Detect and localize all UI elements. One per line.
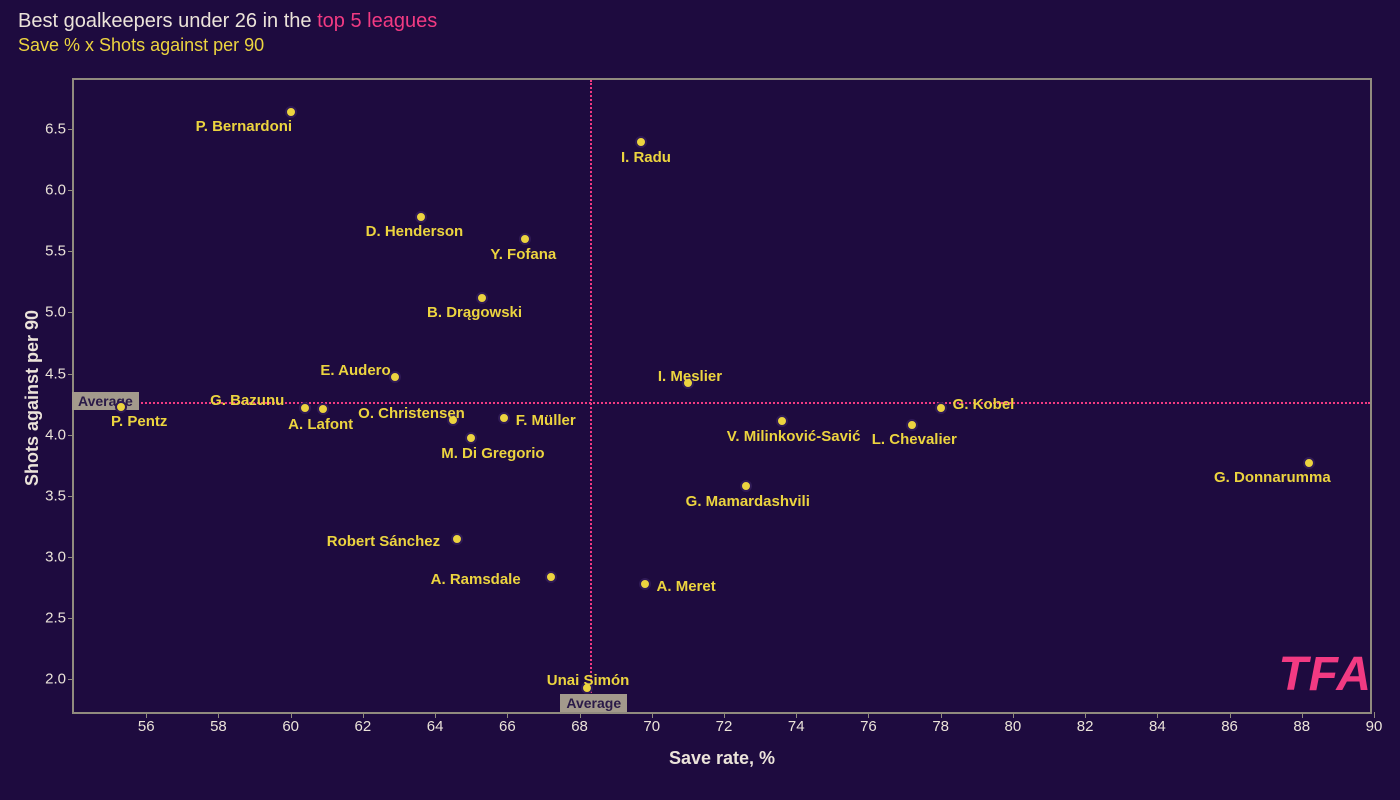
data-point [415,211,427,223]
x-tick-label: 90 [1366,718,1383,735]
x-tick-label: 78 [932,718,949,735]
data-point-label: O. Christensen [358,405,465,422]
x-tick-label: 62 [355,718,372,735]
data-point [776,415,788,427]
chart-title-line1: Best goalkeepers under 26 in the top 5 l… [18,10,437,33]
y-tick-mark [68,251,74,252]
data-point [465,432,477,444]
y-tick-mark [68,679,74,680]
x-tick-label: 70 [643,718,660,735]
y-tick-mark [68,435,74,436]
y-tick-label: 2.5 [45,610,66,627]
x-tick-label: 64 [427,718,444,735]
data-point-label: A. Meret [657,578,716,595]
data-point-label: F. Müller [516,412,576,429]
data-point-label: B. Drągowski [427,304,522,321]
data-point [935,402,947,414]
data-point [115,401,127,413]
y-tick-mark [68,312,74,313]
y-tick-label: 5.0 [45,304,66,321]
data-point [389,371,401,383]
title-highlight: top 5 leagues [317,10,437,32]
data-point-label: G. Bazunu [210,392,284,409]
chart-container: Best goalkeepers under 26 in the top 5 l… [0,0,1400,800]
data-point-label: I. Meslier [658,368,722,385]
y-tick-mark [68,129,74,130]
average-badge-x: Average [560,694,627,712]
plot-area: 5658606264666870727476788082848688902.02… [72,78,1372,714]
data-point-label: A. Lafont [288,416,353,433]
y-tick-mark [68,618,74,619]
chart-title: Best goalkeepers under 26 in the top 5 l… [18,10,437,56]
y-tick-label: 6.0 [45,182,66,199]
average-badge-y: Average [72,392,139,410]
data-point-label: Unai Simón [547,672,630,689]
x-tick-label: 56 [138,718,155,735]
data-point [519,233,531,245]
x-axis-label: Save rate, % [72,748,1372,769]
data-point [451,533,463,545]
data-point [906,419,918,431]
x-tick-label: 80 [1005,718,1022,735]
y-tick-label: 2.0 [45,671,66,688]
x-tick-label: 88 [1293,718,1310,735]
y-tick-label: 5.5 [45,243,66,260]
title-prefix: Best goalkeepers under 26 in the [18,10,317,32]
x-tick-label: 76 [860,718,877,735]
y-tick-label: 3.5 [45,487,66,504]
x-tick-label: 72 [716,718,733,735]
x-tick-label: 66 [499,718,516,735]
data-point-label: I. Radu [621,149,671,166]
data-point [639,578,651,590]
x-tick-label: 60 [282,718,299,735]
x-tick-label: 68 [571,718,588,735]
data-point [476,292,488,304]
y-tick-label: 4.0 [45,426,66,443]
y-tick-label: 6.5 [45,120,66,137]
y-tick-label: 4.5 [45,365,66,382]
data-point-label: A. Ramsdale [431,571,521,588]
data-point [299,402,311,414]
y-axis-label: Shots against per 90 [22,310,43,486]
data-point-label: D. Henderson [366,223,464,240]
y-tick-mark [68,557,74,558]
y-tick-mark [68,190,74,191]
x-tick-label: 84 [1149,718,1166,735]
y-tick-mark [68,496,74,497]
x-tick-label: 86 [1221,718,1238,735]
x-tick-label: 74 [788,718,805,735]
data-point-label: L. Chevalier [872,431,957,448]
data-point [545,571,557,583]
x-tick-label: 82 [1077,718,1094,735]
average-line-vertical [590,80,592,712]
data-point [740,480,752,492]
y-tick-label: 3.0 [45,549,66,566]
x-tick-label: 58 [210,718,227,735]
data-point-label: Y. Fofana [490,246,556,263]
y-tick-mark [68,374,74,375]
data-point-label: E. Audero [320,362,390,379]
data-point [498,412,510,424]
brand-logo: TFA [1278,647,1372,702]
data-point-label: M. Di Gregorio [441,445,544,462]
data-point-label: V. Milinković-Savić [727,428,861,445]
data-point [1303,457,1315,469]
chart-subtitle: Save % x Shots against per 90 [18,35,437,56]
data-point-label: G. Mamardashvili [686,493,810,510]
data-point-label: P. Bernardoni [196,118,292,135]
data-point [285,106,297,118]
data-point-label: G. Kobel [953,396,1015,413]
data-point-label: Robert Sánchez [327,533,440,550]
data-point [317,403,329,415]
data-point [635,136,647,148]
data-point-label: P. Pentz [111,413,167,430]
data-point-label: G. Donnarumma [1214,469,1331,486]
